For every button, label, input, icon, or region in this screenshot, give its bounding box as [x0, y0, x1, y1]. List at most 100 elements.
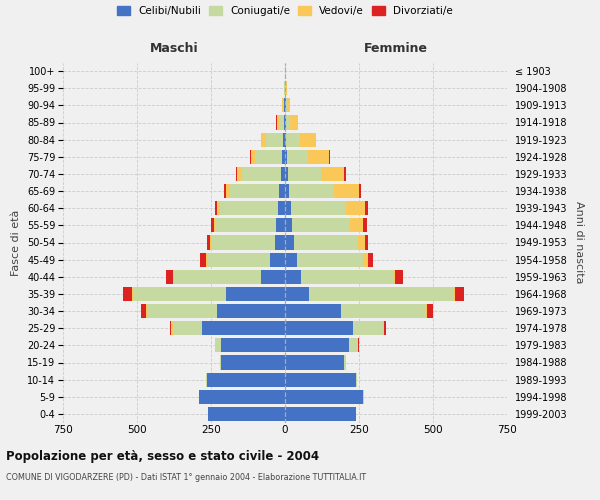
Bar — [395, 270, 403, 284]
Bar — [286, 98, 287, 112]
Bar — [276, 218, 285, 232]
Bar — [383, 321, 384, 335]
Bar — [285, 252, 297, 266]
Bar — [251, 150, 256, 164]
Bar — [285, 132, 286, 146]
Bar — [262, 270, 285, 284]
Bar — [282, 98, 283, 112]
Bar — [214, 218, 215, 232]
Bar — [131, 287, 133, 301]
Bar — [206, 252, 270, 266]
Bar — [286, 132, 300, 146]
Text: Maschi: Maschi — [149, 42, 199, 56]
Bar — [242, 167, 281, 181]
Bar — [277, 116, 279, 130]
Bar — [256, 150, 282, 164]
Bar — [221, 356, 285, 370]
Bar — [350, 218, 364, 232]
Bar — [278, 201, 285, 215]
Bar — [455, 287, 464, 301]
Bar — [365, 201, 368, 215]
Bar — [123, 287, 131, 301]
Bar — [217, 201, 220, 215]
Text: COMUNE DI VIGODARZERE (PD) - Dati ISTAT 1° gennaio 2004 - Elaborazione TUTTITALI: COMUNE DI VIGODARZERE (PD) - Dati ISTAT … — [6, 472, 366, 482]
Bar — [173, 270, 174, 284]
Bar — [226, 184, 230, 198]
Bar — [202, 321, 285, 335]
Bar — [211, 218, 214, 232]
Bar — [220, 356, 221, 370]
Bar — [220, 201, 278, 215]
Bar — [393, 270, 395, 284]
Bar — [286, 116, 290, 130]
Bar — [289, 184, 334, 198]
Bar — [173, 321, 202, 335]
Bar — [171, 321, 173, 335]
Bar — [364, 218, 367, 232]
Bar — [285, 201, 291, 215]
Bar — [285, 270, 301, 284]
Bar — [285, 184, 289, 198]
Bar — [368, 252, 373, 266]
Bar — [261, 132, 266, 146]
Bar — [300, 132, 316, 146]
Bar — [283, 132, 285, 146]
Bar — [146, 304, 148, 318]
Bar — [285, 218, 292, 232]
Bar — [334, 184, 359, 198]
Bar — [217, 304, 285, 318]
Bar — [215, 218, 276, 232]
Bar — [266, 132, 283, 146]
Bar — [346, 201, 365, 215]
Bar — [211, 236, 275, 250]
Bar — [292, 218, 350, 232]
Text: Femmine: Femmine — [364, 42, 428, 56]
Bar — [281, 167, 285, 181]
Bar — [384, 321, 386, 335]
Bar — [166, 270, 173, 284]
Bar — [206, 372, 285, 386]
Text: Popolazione per età, sesso e stato civile - 2004: Popolazione per età, sesso e stato civil… — [6, 450, 319, 463]
Y-axis label: Fasce di età: Fasce di età — [11, 210, 22, 276]
Bar — [287, 150, 308, 164]
Bar — [285, 150, 287, 164]
Bar — [285, 236, 294, 250]
Bar — [425, 304, 427, 318]
Bar — [301, 270, 393, 284]
Bar — [215, 201, 217, 215]
Bar — [275, 236, 285, 250]
Bar — [285, 338, 349, 352]
Bar — [297, 252, 364, 266]
Bar — [174, 270, 262, 284]
Bar — [148, 304, 217, 318]
Bar — [353, 321, 383, 335]
Bar — [285, 321, 353, 335]
Bar — [349, 338, 358, 352]
Legend: Celibi/Nubili, Coniugati/e, Vedovi/e, Divorziati/e: Celibi/Nubili, Coniugati/e, Vedovi/e, Di… — [114, 3, 456, 20]
Bar — [200, 252, 206, 266]
Y-axis label: Anni di nascita: Anni di nascita — [574, 201, 584, 284]
Bar — [230, 184, 279, 198]
Bar — [285, 407, 356, 421]
Bar — [133, 287, 226, 301]
Bar — [236, 167, 237, 181]
Bar — [279, 184, 285, 198]
Bar — [356, 372, 357, 386]
Bar — [308, 287, 454, 301]
Bar — [237, 167, 242, 181]
Bar — [285, 304, 341, 318]
Bar — [359, 184, 361, 198]
Bar — [291, 201, 346, 215]
Bar — [285, 372, 356, 386]
Bar — [208, 407, 285, 421]
Bar — [170, 321, 171, 335]
Bar — [284, 116, 285, 130]
Bar — [221, 338, 285, 352]
Bar — [283, 98, 284, 112]
Bar — [286, 81, 287, 95]
Bar — [285, 116, 286, 130]
Bar — [320, 167, 344, 181]
Bar — [288, 167, 320, 181]
Bar — [290, 116, 298, 130]
Bar — [294, 236, 358, 250]
